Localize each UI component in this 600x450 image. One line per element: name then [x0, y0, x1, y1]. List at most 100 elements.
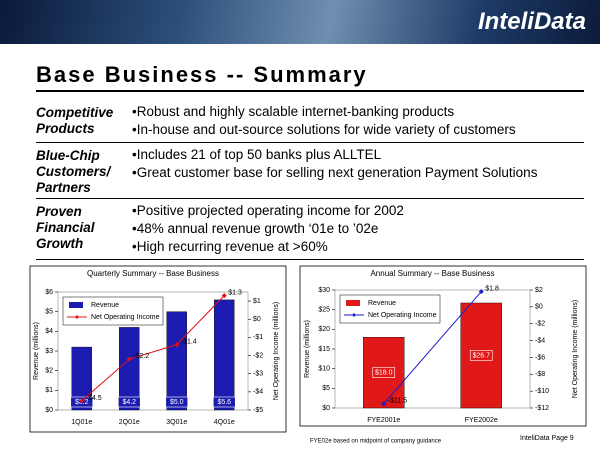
y2-tick-label: -$8: [535, 371, 545, 378]
y-tick-label: $0: [322, 405, 330, 412]
value-label-bg: [117, 396, 141, 408]
bullet: •Great customer base for selling next ge…: [132, 165, 538, 180]
value-label-bg: [165, 396, 189, 408]
bar: [119, 327, 140, 411]
legend-label: Revenue: [91, 302, 119, 309]
y2-tick-label: -$3: [253, 371, 263, 378]
chart-title: Annual Summary -- Base Business: [370, 269, 494, 278]
legend-swatch: [69, 302, 83, 308]
marker: [79, 398, 85, 404]
legend-swatch: [346, 300, 360, 306]
value-label: $5.0: [170, 399, 184, 406]
legend-swatch: [75, 315, 79, 319]
bullet: •Positive projected operating income for…: [132, 203, 404, 218]
value-label: -$2.2: [133, 353, 149, 360]
row-items: •Robust and highly scalable internet-ban…: [132, 102, 584, 140]
y2-tick-label: -$5: [253, 407, 263, 414]
value-label: $5.6: [217, 399, 231, 406]
value-label: $26.7: [472, 352, 490, 359]
y2-tick-label: -$4: [535, 337, 545, 344]
footnote: FYE02e based on midpoint of company guid…: [310, 439, 442, 445]
banner: InteliData: [0, 0, 600, 44]
footer: InteliData Page 9: [520, 435, 574, 442]
legend: [339, 294, 441, 324]
y2-axis-label: Net Operating Income (millions): [572, 300, 579, 398]
y2-tick-label: -$6: [535, 354, 545, 361]
y-tick-label: $25: [318, 307, 330, 314]
marker: [221, 293, 227, 299]
x-tick-label: FYE2001e: [367, 417, 400, 424]
marker: [381, 401, 387, 407]
logo: InteliData: [477, 8, 586, 35]
y2-tick-label: -$1: [253, 334, 263, 341]
x-tick-label: 1Q01e: [71, 419, 92, 426]
line: [383, 291, 482, 405]
y-tick-label: $3: [45, 348, 53, 355]
y-tick-label: $10: [318, 366, 330, 373]
y-axis-label: Revenue (millions): [304, 320, 311, 378]
y2-tick-label: $2: [535, 287, 543, 294]
row-label: Competitive Products: [36, 105, 114, 136]
marker: [478, 289, 484, 295]
bar: [166, 311, 187, 411]
y-tick-label: $6: [45, 289, 53, 296]
y2-tick-label: $1: [253, 298, 261, 305]
table-row: Competitive Products •Robust and highly s…: [36, 100, 584, 143]
row-label: Proven Financial Growth: [36, 204, 95, 251]
y-tick-label: $30: [318, 287, 330, 294]
x-tick-label: FYE2002e: [465, 417, 498, 424]
bar: [71, 346, 92, 411]
row-label: Blue-Chip Customers/ Partners: [36, 148, 111, 195]
bullet: •48% annual revenue growth ‘01e to ’02e: [132, 221, 379, 236]
slide-title: Base Business -- Summary: [36, 62, 368, 87]
value-label: -$4.5: [86, 395, 102, 402]
legend-swatch: [352, 313, 356, 317]
y2-tick-label: -$10: [535, 388, 549, 395]
value-label: $18.0: [375, 369, 393, 376]
y2-axis-label: Net Operating Income (millions): [273, 302, 280, 400]
table-row: Blue-Chip Customers/ Partners •Includes 2…: [36, 143, 584, 199]
value-label: $1.3: [228, 289, 242, 296]
value-label: $1.8: [485, 286, 499, 293]
y2-tick-label: -$4: [253, 389, 263, 396]
y-tick-label: $2: [45, 368, 53, 375]
legend-label: Revenue: [368, 300, 396, 307]
value-label-bg: [372, 367, 396, 378]
y-tick-label: $1: [45, 387, 53, 394]
value-label: -$1.4: [181, 338, 197, 345]
y-axis-label: Revenue (millions): [33, 322, 40, 380]
table-row: Proven Financial Growth •Positive project…: [36, 199, 584, 260]
value-label: -$11.5: [388, 398, 407, 405]
y-tick-label: $20: [318, 326, 330, 333]
y-tick-label: $0: [45, 407, 53, 414]
y2-tick-label: $0: [535, 304, 543, 311]
title-rule: [36, 90, 584, 92]
y2-tick-label: -$2: [535, 321, 545, 328]
line: [81, 295, 225, 402]
row-items: •Positive projected operating income for…: [132, 201, 584, 257]
marker: [174, 342, 180, 348]
y2-tick-label: $0: [253, 316, 261, 323]
summary-table: Competitive Products •Robust and highly s…: [36, 100, 584, 260]
x-tick-label: 3Q01e: [166, 419, 187, 426]
value-label: $4.2: [122, 399, 136, 406]
y-tick-label: $15: [318, 346, 330, 353]
legend-label: Net Operating Income: [91, 314, 160, 321]
y2-tick-label: -$2: [253, 352, 263, 359]
value-label-bg: [212, 396, 236, 408]
y2-tick-label: -$12: [535, 405, 549, 412]
x-tick-label: 2Q01e: [119, 419, 140, 426]
y-tick-label: $5: [322, 385, 330, 392]
y-tick-label: $4: [45, 328, 53, 335]
value-label-bg: [469, 350, 493, 361]
bullet: •High recurring revenue at >60%: [132, 239, 328, 254]
legend: [62, 296, 164, 326]
chart-title: Quarterly Summary -- Base Business: [87, 269, 219, 278]
legend-label: Net Operating Income: [368, 312, 437, 319]
y-tick-label: $5: [45, 309, 53, 316]
bullet: •In-house and out-source solutions for w…: [132, 122, 516, 137]
bullet: •Robust and highly scalable internet-ban…: [132, 104, 455, 119]
x-tick-label: 4Q01e: [214, 419, 235, 426]
